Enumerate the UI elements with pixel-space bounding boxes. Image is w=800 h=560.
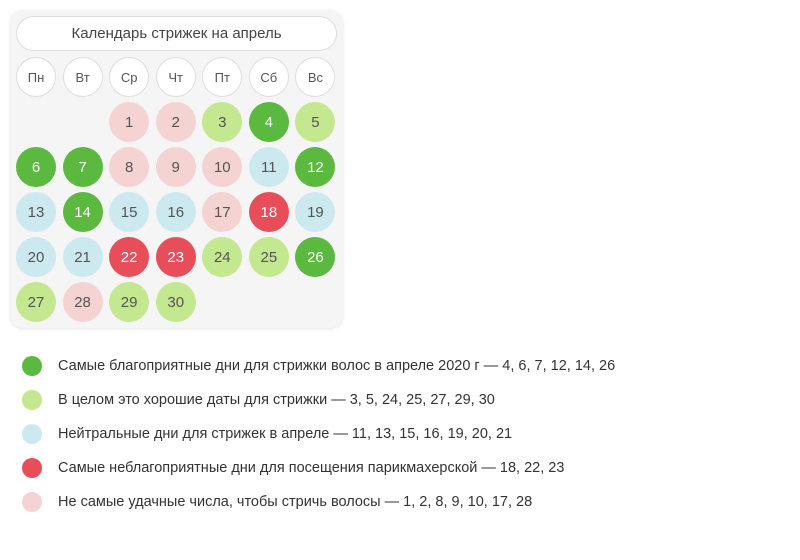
legend-item: Самые благоприятные дни для стрижки воло… (22, 356, 790, 376)
legend-dot (22, 356, 42, 376)
day-header: Ср (109, 57, 149, 97)
calendar-day: 14 (63, 192, 103, 232)
calendar-day: 21 (63, 237, 103, 277)
calendar-day: 5 (295, 102, 335, 142)
calendar-day (16, 102, 56, 142)
calendar-day: 10 (202, 147, 242, 187)
day-header: Вс (295, 57, 335, 97)
day-header: Пт (202, 57, 242, 97)
calendar-day: 1 (109, 102, 149, 142)
legend-dot (22, 424, 42, 444)
legend-item: Нейтральные дни для стрижек в апреле — 1… (22, 424, 790, 444)
calendar-day: 30 (156, 282, 196, 322)
calendar-day: 3 (202, 102, 242, 142)
calendar-day: 8 (109, 147, 149, 187)
legend-text: В целом это хорошие даты для стрижки — 3… (58, 392, 495, 408)
calendar-day: 11 (249, 147, 289, 187)
calendar-title: Календарь стрижек на апрель (16, 16, 337, 51)
calendar-day: 13 (16, 192, 56, 232)
calendar-day (63, 102, 103, 142)
calendar-day: 25 (249, 237, 289, 277)
calendar-card: Календарь стрижек на апрель Пн Вт Ср Чт … (10, 10, 343, 328)
legend-text: Самые неблагоприятные дни для посещения … (58, 460, 564, 476)
calendar-day: 15 (109, 192, 149, 232)
calendar-day: 4 (249, 102, 289, 142)
calendar-day: 26 (295, 237, 335, 277)
legend-item: Самые неблагоприятные дни для посещения … (22, 458, 790, 478)
calendar-day: 7 (63, 147, 103, 187)
calendar-grid: Пн Вт Ср Чт Пт Сб Вс (16, 57, 337, 97)
calendar-day: 19 (295, 192, 335, 232)
legend-item: Не самые удачные числа, чтобы стричь вол… (22, 492, 790, 512)
calendar-day: 6 (16, 147, 56, 187)
legend-dot (22, 492, 42, 512)
day-header: Сб (249, 57, 289, 97)
calendar-day: 23 (156, 237, 196, 277)
calendar-day: 16 (156, 192, 196, 232)
calendar-day: 9 (156, 147, 196, 187)
calendar-day: 20 (16, 237, 56, 277)
days-grid: 1234567891011121314151617181920212223242… (16, 102, 337, 322)
day-header: Вт (63, 57, 103, 97)
calendar-day: 2 (156, 102, 196, 142)
calendar-day: 29 (109, 282, 149, 322)
legend: Самые благоприятные дни для стрижки воло… (10, 356, 790, 512)
day-header: Пн (16, 57, 56, 97)
calendar-day: 12 (295, 147, 335, 187)
legend-item: В целом это хорошие даты для стрижки — 3… (22, 390, 790, 410)
calendar-day: 27 (16, 282, 56, 322)
calendar-day: 18 (249, 192, 289, 232)
calendar-day: 28 (63, 282, 103, 322)
calendar-day: 24 (202, 237, 242, 277)
legend-dot (22, 458, 42, 478)
legend-text: Нейтральные дни для стрижек в апреле — 1… (58, 426, 512, 442)
calendar-day: 22 (109, 237, 149, 277)
legend-text: Не самые удачные числа, чтобы стричь вол… (58, 494, 532, 510)
legend-dot (22, 390, 42, 410)
calendar-day: 17 (202, 192, 242, 232)
day-header: Чт (156, 57, 196, 97)
legend-text: Самые благоприятные дни для стрижки воло… (58, 358, 615, 374)
